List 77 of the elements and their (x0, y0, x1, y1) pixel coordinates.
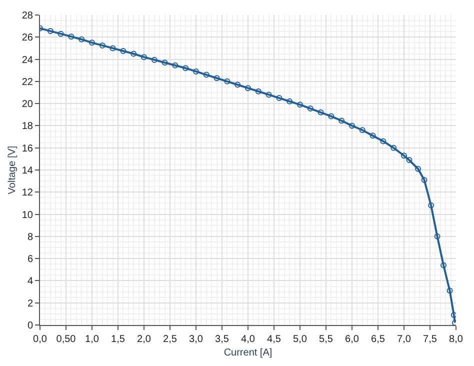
x-tick-label: 4,5 (267, 334, 282, 345)
x-tick-label: 7,0 (397, 334, 412, 345)
point (162, 60, 168, 66)
x-tick-label: 3,5 (215, 334, 230, 345)
point (428, 202, 434, 208)
point (421, 176, 428, 183)
point (141, 54, 147, 60)
point (286, 98, 293, 104)
point (120, 48, 126, 54)
point (276, 95, 282, 102)
y-tick-label: 22 (22, 76, 34, 88)
point (214, 75, 220, 82)
y-tick-label: 12 (22, 188, 34, 199)
point (203, 72, 210, 78)
point (151, 56, 158, 63)
y-axis-title: Voltage [V] (6, 146, 18, 194)
x-tick-label: 5,5 (319, 334, 334, 345)
point (266, 92, 272, 98)
point (172, 62, 178, 68)
x-tick-label: 2,5 (163, 334, 178, 345)
point (380, 138, 386, 144)
point (245, 85, 251, 92)
point (328, 113, 334, 120)
x-tick-label: 3,0 (189, 334, 204, 345)
x-tick-label: 6,0 (345, 334, 360, 345)
point (182, 65, 189, 72)
y-tick-label: 10 (22, 210, 34, 221)
y-tick-label: 18 (22, 121, 34, 132)
x-tick-label: 2,0 (137, 334, 152, 345)
point (193, 68, 199, 74)
y-tick-label: 14 (22, 166, 34, 176)
point (349, 122, 355, 129)
y-tick-label: 2 (27, 298, 34, 310)
point (406, 157, 412, 164)
point (450, 312, 456, 318)
point (297, 102, 303, 108)
y-tick-label: 8 (27, 232, 34, 243)
x-tick-label: 7,5 (423, 334, 438, 345)
point (110, 45, 116, 52)
point (89, 40, 95, 46)
point (440, 262, 447, 268)
point (359, 127, 366, 134)
point (338, 118, 345, 124)
point (434, 233, 440, 240)
point (255, 88, 262, 94)
x-tick-label: 4,0 (241, 334, 256, 345)
y-tick-label: 16 (22, 143, 34, 154)
point (224, 78, 230, 84)
point (446, 288, 453, 294)
point (234, 82, 241, 88)
x-tick-label: 8,0 (449, 334, 464, 345)
x-axis-title: Current [A] (224, 348, 272, 358)
point (68, 34, 74, 40)
x-tick-label: 1,5 (111, 334, 126, 345)
point (401, 152, 407, 159)
point (390, 144, 397, 151)
y-tick-label: 4 (27, 276, 34, 288)
y-tick-label: 6 (27, 254, 34, 266)
point (58, 30, 64, 37)
x-tick-label: 0,0 (33, 334, 48, 345)
point (307, 106, 314, 112)
y-tick-label: 24 (22, 54, 34, 66)
point (318, 109, 324, 116)
x-tick-label: 5,0 (293, 334, 308, 345)
point (370, 132, 376, 139)
point (47, 28, 54, 34)
point (415, 166, 422, 172)
y-tick-label: 20 (22, 99, 34, 110)
y-tick-label: 26 (22, 32, 34, 44)
y-tick-label: 28 (22, 10, 34, 22)
x-tick-label: 0,50 (56, 334, 76, 345)
x-tick-label: 1,0 (85, 334, 100, 345)
point (130, 50, 137, 57)
y-tick-label: 0 (27, 320, 34, 332)
x-tick-label: 6,5 (371, 334, 386, 345)
point (99, 42, 106, 48)
point (78, 36, 85, 42)
